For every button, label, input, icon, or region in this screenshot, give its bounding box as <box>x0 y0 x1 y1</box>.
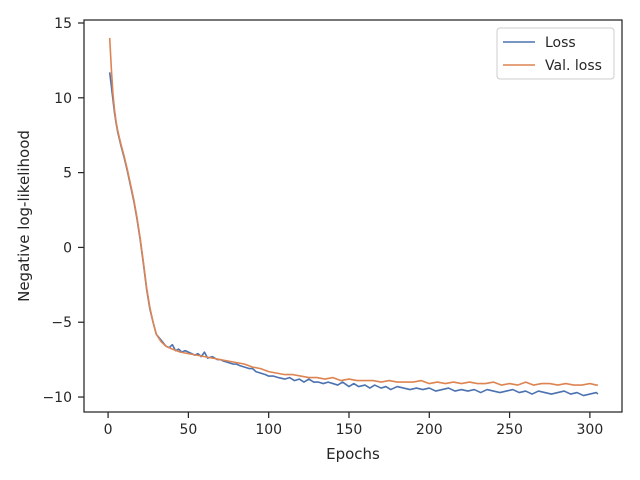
x-tick-label: 200 <box>416 422 443 438</box>
plot-frame <box>83 19 623 413</box>
x-axis-ticks: 0 50 100 150 200 250 300 <box>104 412 604 438</box>
y-tick-label: 10 <box>54 91 72 107</box>
x-tick-label: 100 <box>255 422 282 438</box>
legend: Loss Val. loss <box>496 27 615 80</box>
x-tick-label: 150 <box>336 422 363 438</box>
x-tick-label: 300 <box>577 422 604 438</box>
legend-label-val-loss: Val. loss <box>545 58 602 74</box>
x-tick-label: 50 <box>179 422 197 438</box>
legend-label-loss: Loss <box>545 35 576 51</box>
series-line-val-loss <box>108 37 598 386</box>
y-tick-label: 0 <box>63 240 72 256</box>
y-axis-label: Negative log-likelihood <box>15 130 33 302</box>
x-axis-label: Epochs <box>326 445 380 463</box>
legend-box <box>496 27 615 80</box>
x-tick-label: 250 <box>496 422 523 438</box>
x-tick-label: 0 <box>104 422 113 438</box>
plot-lines <box>108 37 599 397</box>
y-tick-label: 5 <box>63 166 72 182</box>
y-tick-label: 15 <box>54 16 72 32</box>
y-axis-ticks: −10 −5 0 5 10 15 <box>42 16 84 406</box>
y-tick-label: −10 <box>42 390 72 406</box>
y-tick-label: −5 <box>51 315 72 331</box>
